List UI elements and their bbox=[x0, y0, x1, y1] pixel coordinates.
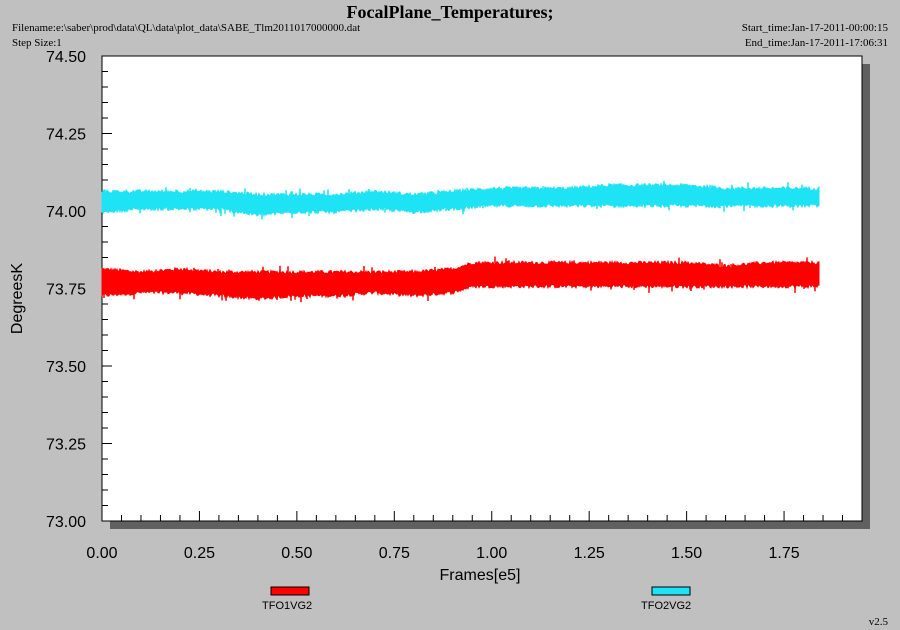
legend-swatch-tfo2vg2 bbox=[651, 586, 691, 596]
legend-swatch-tfo1vg2 bbox=[270, 586, 310, 596]
y-tick-label: 74.50 bbox=[46, 49, 86, 66]
x-tick-label: 1.25 bbox=[574, 545, 605, 562]
x-tick-label: 0.25 bbox=[184, 545, 215, 562]
filename-label: Filename:e:\saber\prod\data\QL\data\plot… bbox=[12, 22, 361, 34]
y-tick-label: 73.25 bbox=[46, 437, 86, 454]
step-size-label: Step Size:1 bbox=[12, 37, 62, 49]
x-tick-label: 1.50 bbox=[671, 545, 702, 562]
y-tick-label: 73.00 bbox=[46, 514, 86, 531]
series-band-tfo2vg2 bbox=[101, 181, 820, 218]
chart-title: FocalPlane_Temperatures; bbox=[346, 2, 554, 22]
legend-label-tfo1vg2: TFO1VG2 bbox=[262, 600, 313, 612]
x-tick-label: 0.75 bbox=[379, 545, 410, 562]
x-axis-label: Frames[e5] bbox=[440, 567, 521, 584]
legend-label-tfo2vg2: TFO2VG2 bbox=[641, 600, 692, 612]
y-tick-label: 74.25 bbox=[46, 127, 86, 144]
x-tick-label: 1.75 bbox=[768, 545, 799, 562]
start-time-label: Start_time:Jan-17-2011-00:00:15 bbox=[741, 22, 888, 34]
series-band-tfo1vg2 bbox=[101, 259, 820, 302]
y-axis-label: DegreesK bbox=[9, 263, 26, 334]
y-tick-label: 73.75 bbox=[46, 282, 86, 299]
x-tick-label: 0.50 bbox=[281, 545, 312, 562]
x-tick-label: 1.00 bbox=[476, 545, 507, 562]
x-tick-label: 0.00 bbox=[86, 545, 117, 562]
y-tick-label: 73.50 bbox=[46, 359, 86, 376]
version-label: v2.5 bbox=[868, 616, 888, 628]
end-time-label: End_time:Jan-17-2011-17:06:31 bbox=[744, 37, 888, 49]
y-tick-label: 74.00 bbox=[46, 204, 86, 221]
